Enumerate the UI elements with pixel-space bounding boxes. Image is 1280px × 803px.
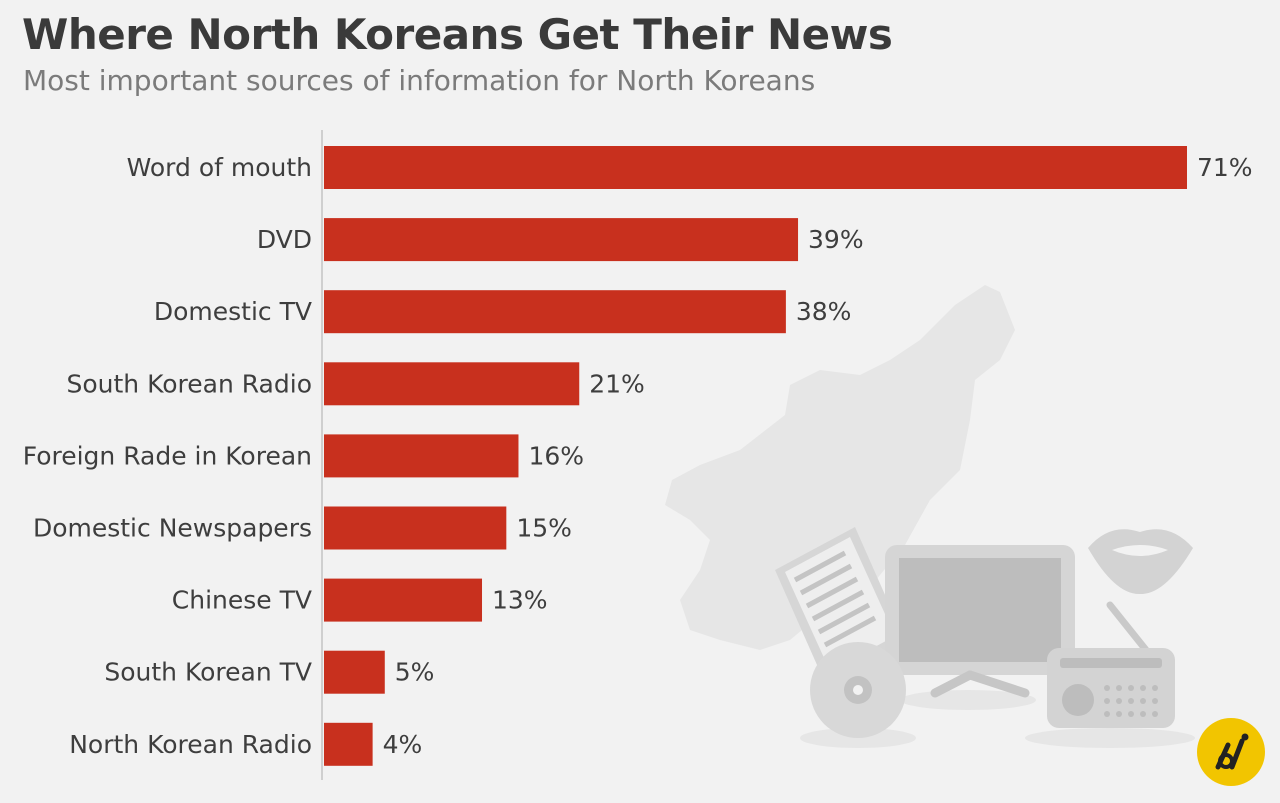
bar	[324, 722, 373, 766]
category-label: Chinese TV	[172, 586, 312, 615]
north-korea-map-icon	[665, 285, 1015, 650]
bar	[324, 506, 507, 550]
value-label: 21%	[589, 369, 645, 398]
bars-group: Word of mouth 71% DVD 39% Domestic TV 38% Sout…	[23, 146, 1253, 766]
category-label: Foreign Rade in Korean	[23, 441, 312, 470]
value-label: 5%	[395, 658, 435, 687]
radio-icon	[1025, 601, 1195, 748]
category-label: DVD	[257, 225, 312, 254]
bar	[324, 290, 786, 334]
bar	[324, 146, 1187, 189]
bar	[324, 650, 385, 694]
value-label: 15%	[516, 514, 572, 543]
value-label: 38%	[796, 297, 852, 326]
bar	[324, 578, 483, 622]
category-label: Domestic Newspapers	[33, 514, 312, 543]
value-label: 16%	[528, 441, 584, 470]
chart-title: Where North Koreans Get Their News	[22, 10, 893, 59]
chart-subtitle: Most important sources of information fo…	[23, 64, 816, 97]
value-label: 4%	[383, 730, 423, 759]
bar	[324, 434, 519, 478]
logo-icon	[1197, 718, 1265, 786]
category-label: Word of mouth	[127, 153, 312, 182]
value-label: 13%	[492, 586, 548, 615]
bar	[324, 362, 580, 406]
category-label: South Korean Radio	[66, 369, 312, 398]
tv-icon	[885, 545, 1075, 710]
dvd-icon	[800, 642, 916, 748]
category-label: North Korean Radio	[69, 730, 312, 759]
newspaper-icon	[775, 527, 905, 683]
value-label: 39%	[808, 225, 864, 254]
bar	[324, 218, 799, 262]
value-label: 71%	[1197, 153, 1253, 182]
lips-icon	[1088, 529, 1193, 595]
category-label: Domestic TV	[154, 297, 312, 326]
category-label: South Korean TV	[104, 658, 312, 687]
